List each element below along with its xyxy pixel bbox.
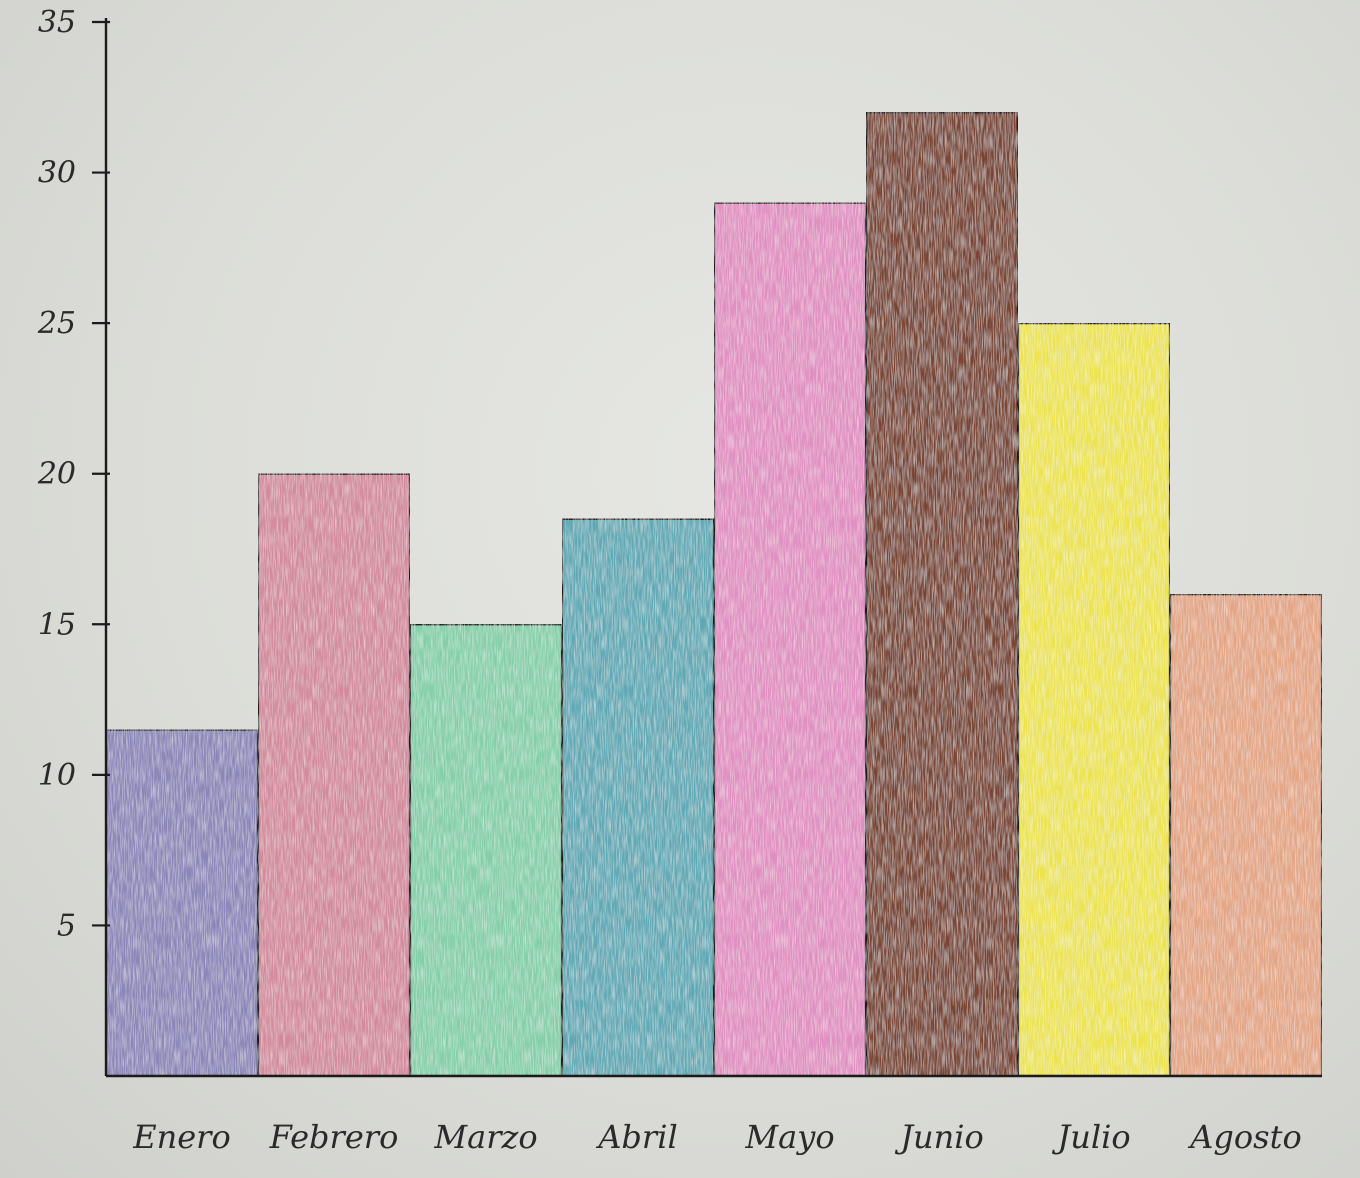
bars-group (104, 111, 1324, 1078)
y-tick-label-35: 35 (38, 5, 76, 40)
bar-marzo (408, 623, 564, 1078)
bar-mayo (712, 201, 868, 1078)
x-category-label-abril: Abril (595, 1118, 677, 1156)
y-tick-label-5: 5 (57, 908, 76, 943)
y-tick-label-25: 25 (37, 306, 76, 341)
x-category-label-junio: Junio (894, 1118, 984, 1156)
bar-julio (1016, 322, 1172, 1078)
x-category-label-febrero: Febrero (269, 1118, 399, 1156)
bar-enero (104, 728, 260, 1078)
y-tick-label-20: 20 (37, 457, 76, 492)
bar-agosto (1168, 593, 1324, 1078)
y-tick-label-30: 30 (38, 156, 76, 191)
x-category-label-mayo: Mayo (744, 1118, 834, 1156)
x-category-label-julio: Julio (1051, 1118, 1130, 1156)
bar-junio (864, 111, 1020, 1078)
x-category-label-enero: Enero (132, 1118, 230, 1156)
x-category-label-marzo: Marzo (433, 1118, 537, 1156)
bar-abril (560, 517, 716, 1078)
axes-group (92, 18, 1322, 1078)
y-tick-label-10: 10 (38, 758, 76, 793)
labels-group: 5 10 15 20 25 30 35 Enero Febrero Marzo Abril Mayo J… (37, 5, 1302, 1156)
y-tick-label-15: 15 (38, 607, 76, 642)
bar-febrero (256, 472, 412, 1078)
x-category-label-agosto: Agosto (1187, 1118, 1301, 1156)
